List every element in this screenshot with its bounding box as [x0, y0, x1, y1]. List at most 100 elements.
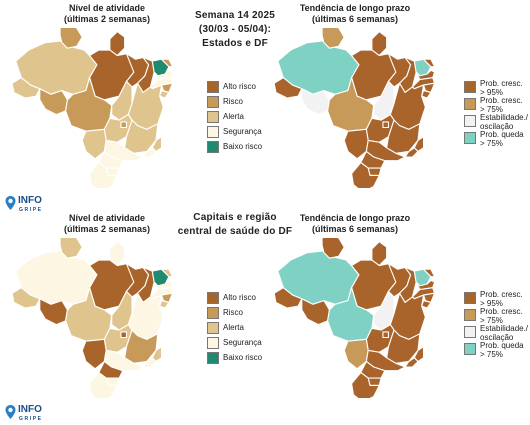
state-ms: [81, 128, 107, 160]
infogripe-logo-bottom: INFO GRIPE: [4, 405, 50, 425]
legend-label: Baixo risco: [223, 142, 263, 151]
legend-label: Segurança: [223, 127, 262, 136]
state-es: [413, 346, 425, 363]
legend-swatch: [207, 307, 219, 319]
state-ac: [273, 287, 303, 309]
state-ms: [343, 338, 369, 370]
legend-label: Prob. cresc. > 75%: [480, 96, 523, 114]
activity-title-top: Nível de atividade (últimas 2 semanas): [32, 3, 182, 25]
legend-swatch: [207, 96, 219, 108]
activity-title-line2: (últimas 2 semanas): [63, 224, 151, 234]
legend-label-line2: > 75%: [480, 315, 503, 325]
state-rn: [422, 268, 436, 278]
legend-swatch: [207, 141, 219, 153]
legend-label: Prob. cresc. > 75%: [480, 307, 523, 325]
state-se: [421, 300, 432, 309]
state-ms: [81, 338, 107, 370]
header-title: Semana 14 2025 (30/03 - 05/04): Estados …: [160, 9, 310, 51]
legend-swatch: [207, 81, 219, 93]
state-rj: [142, 357, 157, 368]
state-rr: [59, 28, 83, 49]
legend-label-line2: > 75%: [480, 104, 503, 114]
activity-title-line1: Nível de atividade: [68, 3, 146, 13]
legend-label: Risco: [223, 97, 244, 106]
legend-swatch: [464, 292, 476, 304]
legend-label-line1: Prob. cresc.: [480, 307, 523, 316]
legend-swatch: [464, 115, 476, 127]
legend-swatch: [464, 98, 476, 110]
state-rj: [404, 147, 419, 158]
legend-label: Prob. cresc. > 95%: [480, 290, 523, 308]
legend-swatch: [207, 352, 219, 364]
state-ms: [343, 128, 369, 160]
legend-label-line1: Estabilidade./: [480, 113, 529, 122]
logo-name: INFO: [18, 195, 42, 206]
map-states-trend: [273, 28, 436, 188]
state-se: [421, 90, 432, 99]
state-rj: [142, 147, 157, 158]
header-line1: Semana 14 2025: [194, 10, 276, 21]
trend-title-line1: Tendência de longo prazo: [299, 3, 411, 13]
legend-label: Estabilidade./oscilação: [480, 113, 529, 131]
legend-swatch: [464, 326, 476, 338]
legend-swatch: [464, 81, 476, 93]
state-rr: [59, 238, 83, 259]
logo-sub: GRIPE: [19, 207, 43, 213]
legend-label-line1: Prob. cresc.: [480, 96, 523, 105]
activity-title-line2: (últimas 2 semanas): [63, 14, 151, 24]
map-capitals-activity: [11, 238, 174, 398]
header-line3: Estados e DF: [202, 38, 268, 49]
state-df: [120, 331, 128, 339]
subheader-line1: Capitais e região: [193, 212, 277, 223]
state-es: [413, 136, 425, 153]
state-se: [159, 300, 170, 309]
state-df: [382, 121, 390, 129]
legend-label: Prob. cresc. > 95%: [480, 79, 523, 97]
state-rn: [160, 58, 174, 68]
legend-swatch: [207, 126, 219, 138]
state-es: [151, 346, 163, 363]
legend-label-line1: Prob. queda: [480, 341, 524, 350]
legend-label-line2: > 75%: [480, 349, 503, 359]
legend-swatch: [464, 132, 476, 144]
legend-label: Prob. queda > 75%: [480, 341, 524, 359]
state-rj: [404, 357, 419, 368]
location-pin-icon: [5, 196, 16, 210]
state-rs: [89, 161, 118, 188]
legend-swatch: [464, 343, 476, 355]
legend-label-line2: > 95%: [480, 298, 503, 308]
legend-label-line1: Prob. cresc.: [480, 290, 523, 299]
map-capitals-trend: [273, 238, 436, 398]
location-pin-icon: [5, 405, 16, 419]
header-line2: (30/03 - 05/04):: [198, 24, 272, 35]
legend-swatch: [464, 309, 476, 321]
state-df: [382, 331, 390, 339]
legend-label-line1: Prob. queda: [480, 130, 524, 139]
state-rs: [89, 371, 118, 398]
legend-label: Alto risco: [223, 82, 256, 91]
legend-label-line1: Estabilidade./: [480, 324, 529, 333]
map-states-activity: [11, 28, 174, 188]
legend-label: Risco: [223, 308, 244, 317]
legend-label: Alto risco: [223, 293, 256, 302]
subheader-title: Capitais e região central de saúde do DF: [160, 211, 310, 239]
legend-swatch: [207, 337, 219, 349]
state-rr: [321, 28, 345, 49]
trend-title-line1: Tendência de longo prazo: [299, 213, 411, 223]
state-rn: [160, 268, 174, 278]
trend-title-top: Tendência de longo prazo (últimas 6 sema…: [280, 3, 430, 25]
state-se: [159, 90, 170, 99]
state-rn: [422, 58, 436, 68]
state-ac: [11, 287, 41, 309]
infogripe-logo-top: INFO GRIPE: [4, 196, 50, 216]
state-ac: [273, 77, 303, 99]
logo-sub: GRIPE: [19, 416, 43, 422]
state-df: [120, 121, 128, 129]
state-rs: [351, 161, 380, 188]
logo-name: INFO: [18, 404, 42, 415]
trend-title-line2: (últimas 6 semanas): [311, 14, 399, 24]
legend-label: Alerta: [223, 112, 244, 121]
legend-swatch: [207, 292, 219, 304]
legend-label: Estabilidade./oscilação: [480, 324, 529, 342]
legend-label-line1: Prob. cresc.: [480, 79, 523, 88]
